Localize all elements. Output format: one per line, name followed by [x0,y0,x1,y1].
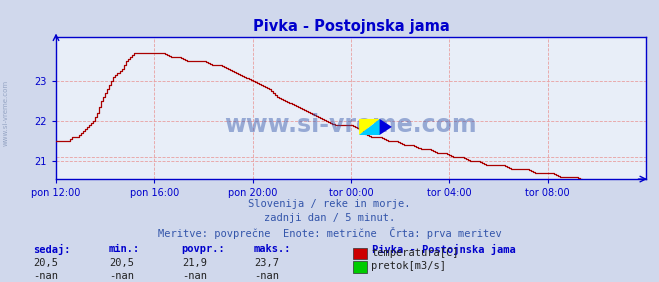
Text: Meritve: povprečne  Enote: metrične  Črta: prva meritev: Meritve: povprečne Enote: metrične Črta:… [158,227,501,239]
Title: Pivka - Postojnska jama: Pivka - Postojnska jama [252,19,449,34]
Text: -nan: -nan [182,271,207,281]
Polygon shape [380,119,392,135]
Text: -nan: -nan [254,271,279,281]
Text: www.si-vreme.com: www.si-vreme.com [225,113,477,137]
Text: sedaj:: sedaj: [33,244,71,255]
Text: min.:: min.: [109,244,140,254]
Text: 23,7: 23,7 [254,258,279,268]
Text: 20,5: 20,5 [109,258,134,268]
Text: temperatura[C]: temperatura[C] [371,248,459,258]
Text: -nan: -nan [34,271,59,281]
Text: povpr.:: povpr.: [181,244,225,254]
Text: 20,5: 20,5 [34,258,59,268]
Text: Pivka - Postojnska jama: Pivka - Postojnska jama [372,244,516,255]
Text: -nan: -nan [109,271,134,281]
Text: www.si-vreme.com: www.si-vreme.com [2,80,9,146]
Text: Slovenija / reke in morje.: Slovenija / reke in morje. [248,199,411,209]
Polygon shape [359,119,380,135]
Text: 21,9: 21,9 [182,258,207,268]
Polygon shape [359,119,380,135]
Text: maks.:: maks.: [254,244,291,254]
Text: zadnji dan / 5 minut.: zadnji dan / 5 minut. [264,213,395,223]
Text: pretok[m3/s]: pretok[m3/s] [371,261,446,272]
